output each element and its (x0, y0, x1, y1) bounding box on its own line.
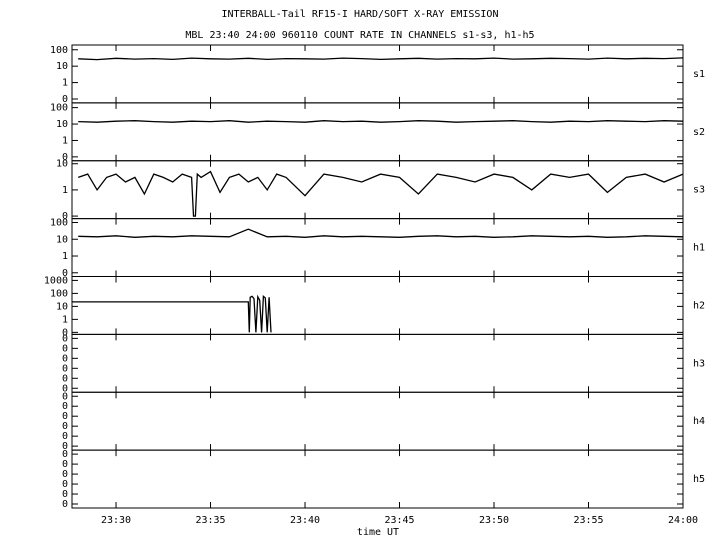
y-tick-label: 0 (62, 268, 68, 279)
panel-name: h5 (693, 474, 705, 485)
y-tick-label: 0 (62, 469, 68, 480)
y-tick-label: 0 (62, 211, 68, 222)
y-tick-label: 0 (62, 479, 68, 490)
x-tick-label: 23:50 (479, 515, 509, 526)
y-tick-label: 10 (56, 119, 68, 130)
y-tick-label: 0 (62, 353, 68, 364)
x-axis-label: time UT (357, 527, 399, 538)
chart-title: INTERBALL-Tail RF15-I HARD/SOFT X-RAY EM… (222, 9, 499, 20)
y-tick-label: 0 (62, 449, 68, 460)
y-tick-label: 0 (62, 383, 68, 394)
panel-name: h2 (693, 300, 705, 311)
y-tick-label: 10 (56, 159, 68, 170)
panel-name: h1 (693, 243, 705, 254)
data-line (78, 57, 684, 61)
y-tick-label: 10 (56, 234, 68, 245)
x-tick-label: 23:55 (573, 515, 603, 526)
data-line (72, 294, 272, 333)
y-tick-label: 0 (62, 431, 68, 442)
y-tick-label: 100 (50, 45, 68, 56)
y-tick-label: 10 (56, 61, 68, 72)
panel-frame (71, 449, 684, 509)
y-tick-label: 1 (62, 251, 68, 262)
panel-frame (71, 44, 684, 104)
panel-name: s3 (693, 185, 705, 196)
y-tick-label: 0 (62, 327, 68, 338)
x-tick-label: 23:30 (101, 515, 131, 526)
y-tick-label: 1 (62, 185, 68, 196)
y-tick-label: 100 (50, 103, 68, 114)
x-tick-label: 23:40 (290, 515, 320, 526)
panel-name: s2 (693, 127, 705, 138)
panel-frame (71, 333, 684, 393)
data-line (77, 170, 684, 217)
y-tick-label: 100 (50, 217, 68, 228)
y-tick-label: 0 (62, 363, 68, 374)
panel-frame (71, 102, 684, 162)
y-tick-label: 0 (62, 373, 68, 384)
y-tick-label: 1 (62, 135, 68, 146)
y-tick-label: 10 (56, 301, 68, 312)
y-tick-label: 0 (62, 343, 68, 354)
y-tick-label: 0 (62, 459, 68, 470)
y-tick-label: 1000 (44, 275, 68, 286)
y-tick-label: 0 (62, 152, 68, 163)
y-tick-label: 0 (62, 411, 68, 422)
y-tick-label: 0 (62, 441, 68, 452)
y-tick-label: 0 (62, 333, 68, 344)
y-tick-label: 0 (62, 391, 68, 402)
y-tick-label: 1 (62, 314, 68, 325)
panel-frame (71, 218, 684, 277)
panel-name: h3 (693, 358, 705, 369)
x-tick-label: 24:00 (668, 515, 698, 526)
x-tick-label: 23:45 (384, 515, 414, 526)
y-tick-label: 0 (62, 489, 68, 500)
panel-frame (71, 276, 684, 335)
data-line (78, 120, 684, 123)
panel-frame (71, 391, 684, 451)
y-tick-label: 0 (62, 421, 68, 432)
panel-name: s1 (693, 69, 705, 80)
data-line (78, 228, 684, 238)
panel-frame (71, 160, 684, 220)
y-tick-label: 0 (62, 499, 68, 510)
y-tick-label: 0 (62, 401, 68, 412)
panel-name: h4 (693, 416, 705, 427)
y-tick-label: 100 (50, 288, 68, 299)
y-tick-label: 1 (62, 78, 68, 89)
chart-subtitle: MBL 23:40 24:00 960110 COUNT RATE IN CHA… (185, 30, 534, 41)
x-tick-label: 23:35 (195, 515, 225, 526)
y-tick-label: 0 (62, 94, 68, 105)
